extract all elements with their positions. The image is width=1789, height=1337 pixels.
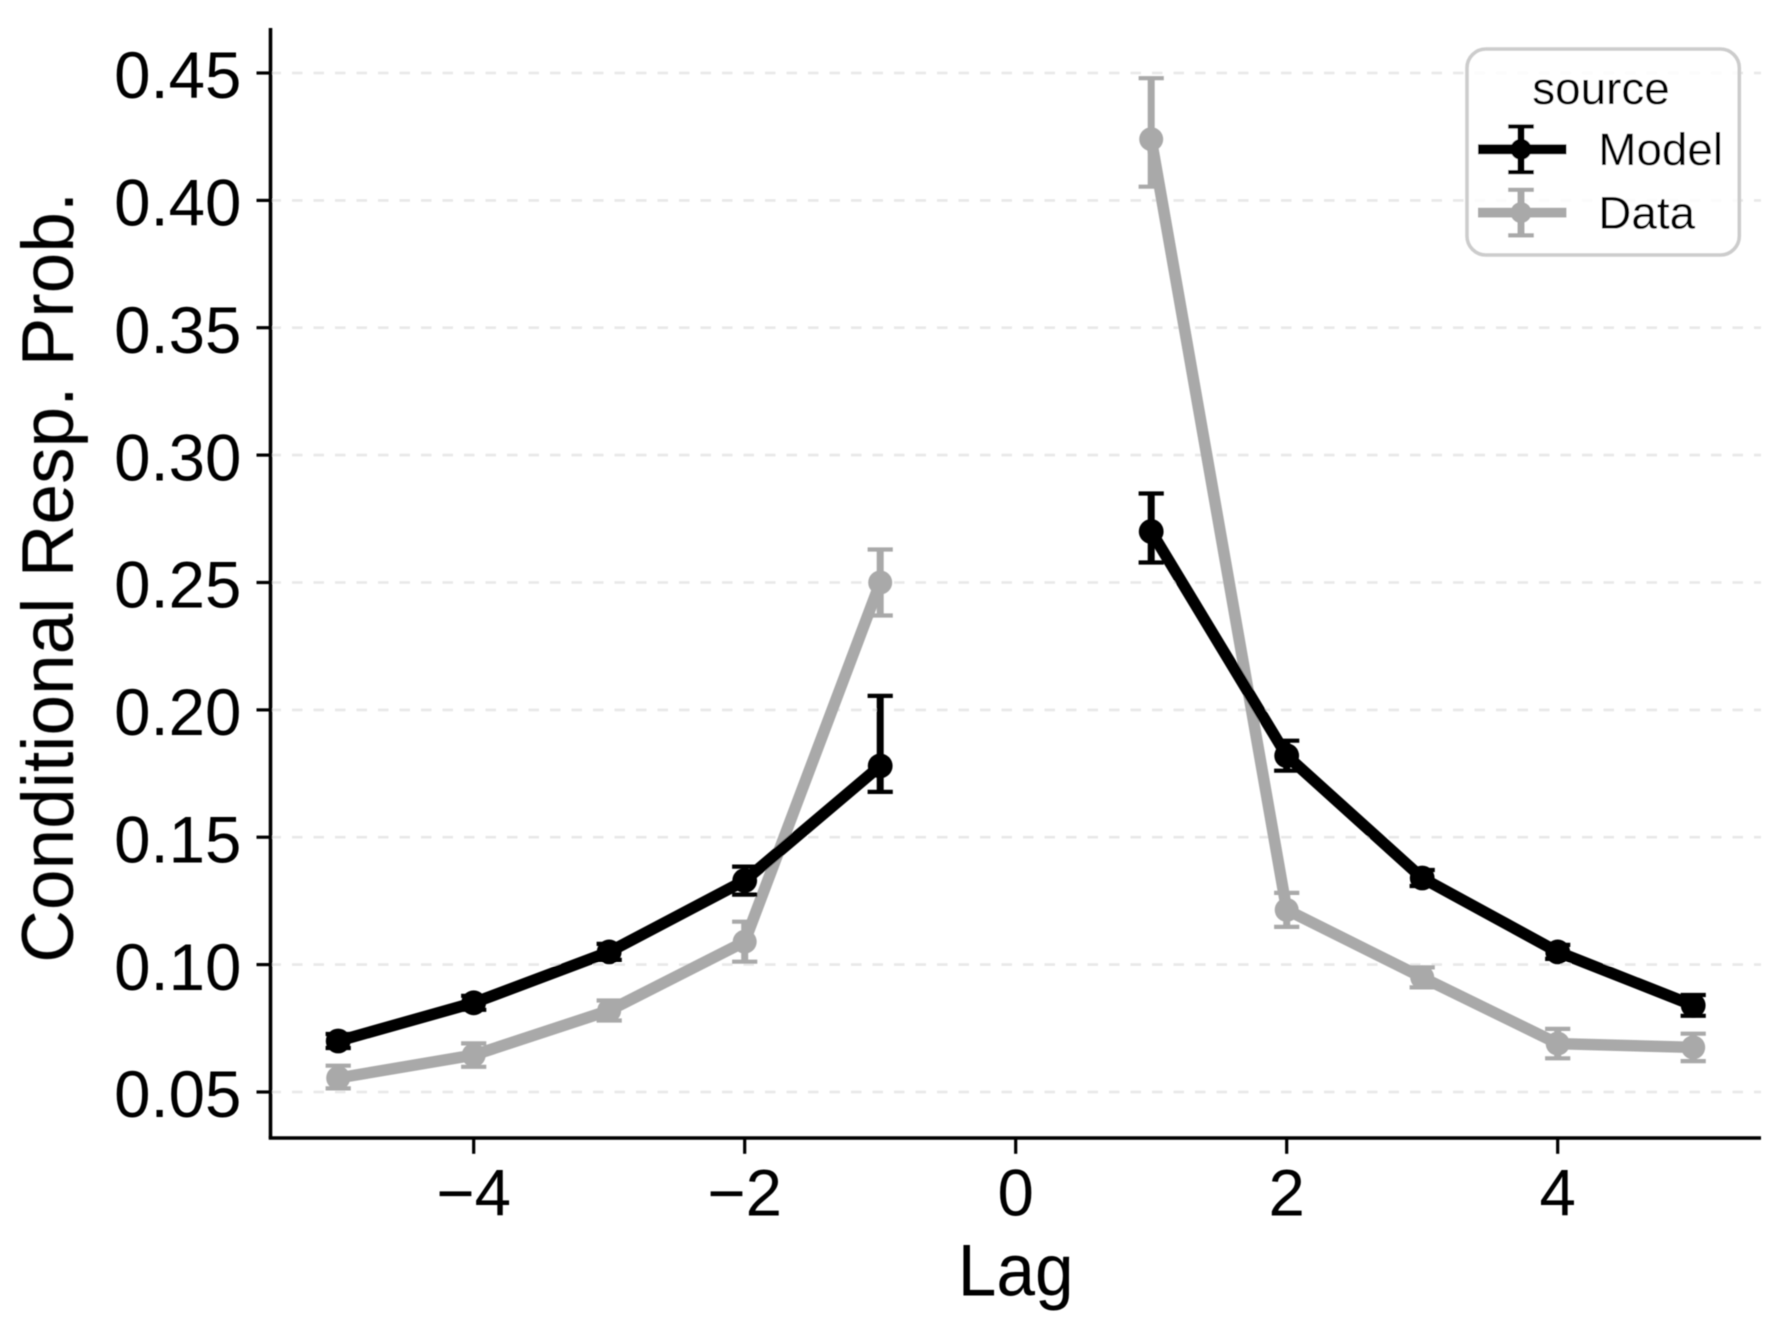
svg-text:Conditional Resp. Prob.: Conditional Resp. Prob. [6,192,89,963]
svg-text:2: 2 [1269,1156,1305,1229]
svg-text:0.25: 0.25 [114,549,241,622]
svg-text:0.30: 0.30 [114,421,241,494]
svg-text:0.40: 0.40 [114,167,241,240]
svg-text:−4: −4 [436,1156,511,1229]
svg-text:0.15: 0.15 [114,804,241,877]
svg-text:0: 0 [998,1156,1034,1229]
svg-text:0.10: 0.10 [114,931,241,1004]
svg-text:0.05: 0.05 [114,1058,241,1131]
svg-text:source: source [1532,63,1669,114]
svg-text:0.35: 0.35 [114,294,241,367]
svg-text:Data: Data [1598,187,1695,238]
svg-text:Model: Model [1598,124,1723,175]
svg-text:4: 4 [1540,1156,1576,1229]
svg-text:0.20: 0.20 [114,676,241,749]
svg-text:Lag: Lag [958,1229,1074,1312]
svg-text:0.45: 0.45 [114,39,241,112]
svg-text:−2: −2 [707,1156,782,1229]
